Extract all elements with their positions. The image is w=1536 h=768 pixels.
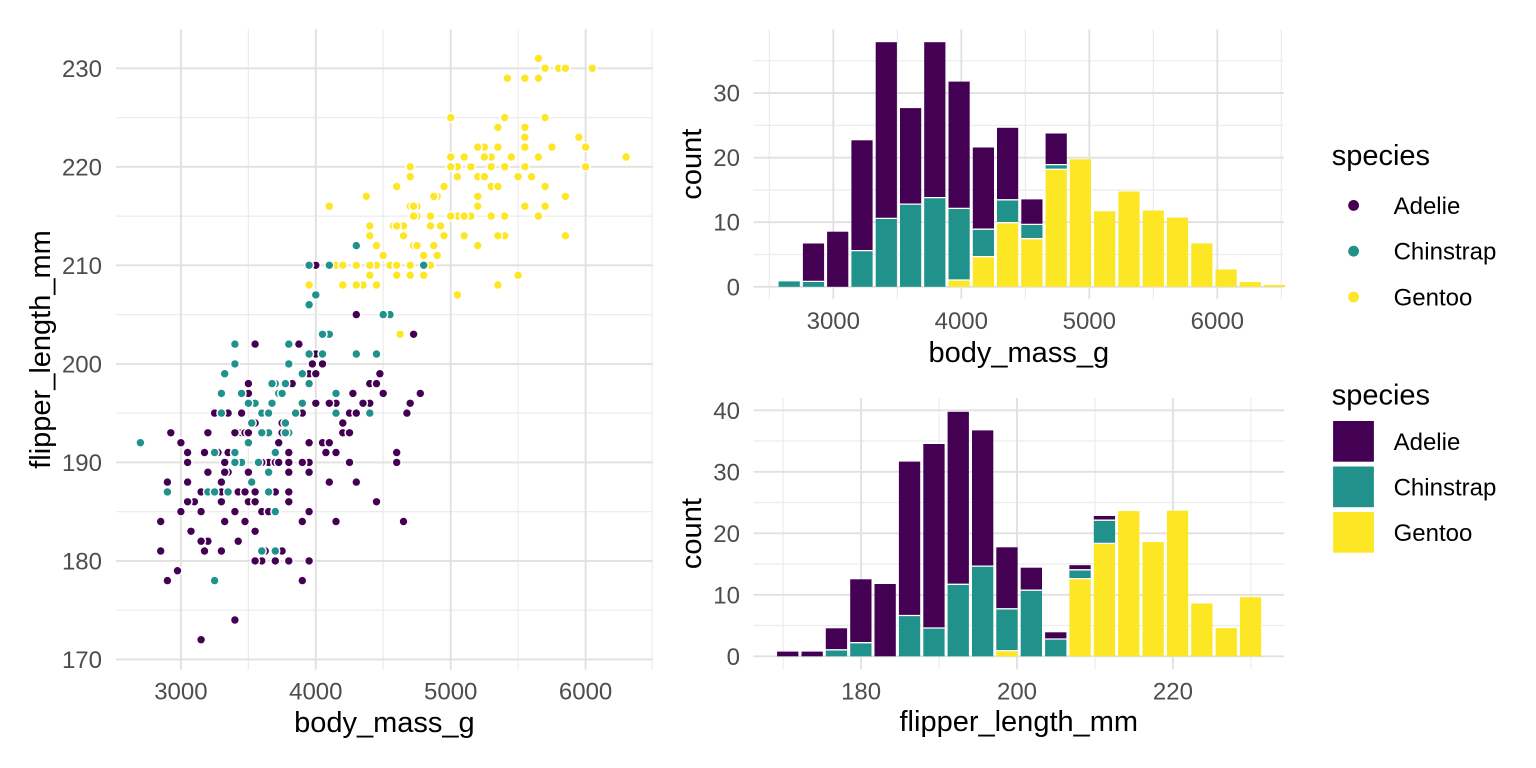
- svg-text:10: 10: [713, 582, 740, 609]
- svg-text:Gentoo: Gentoo: [1394, 285, 1473, 312]
- svg-text:Adelie: Adelie: [1394, 193, 1461, 220]
- svg-text:Chinstrap: Chinstrap: [1394, 239, 1497, 266]
- svg-text:body_mass_g: body_mass_g: [294, 707, 475, 739]
- svg-text:Adelie: Adelie: [1394, 429, 1461, 456]
- svg-text:20: 20: [713, 521, 740, 548]
- svg-text:220: 220: [62, 154, 102, 181]
- svg-text:6000: 6000: [1191, 308, 1244, 335]
- svg-text:180: 180: [841, 679, 881, 706]
- svg-text:Gentoo: Gentoo: [1394, 520, 1473, 547]
- svg-text:6000: 6000: [559, 679, 612, 706]
- svg-text:230: 230: [62, 56, 102, 83]
- svg-text:species: species: [1332, 140, 1430, 172]
- svg-text:4000: 4000: [935, 308, 988, 335]
- svg-text:30: 30: [713, 81, 740, 108]
- svg-text:count: count: [676, 129, 708, 200]
- svg-text:flipper_length_mm: flipper_length_mm: [25, 230, 57, 469]
- svg-text:40: 40: [713, 398, 740, 425]
- svg-text:species: species: [1332, 380, 1430, 412]
- svg-text:flipper_length_mm: flipper_length_mm: [900, 706, 1139, 738]
- svg-text:220: 220: [1153, 679, 1193, 706]
- svg-text:210: 210: [62, 253, 102, 280]
- svg-text:170: 170: [62, 647, 102, 674]
- svg-text:5000: 5000: [424, 679, 477, 706]
- svg-text:190: 190: [62, 450, 102, 477]
- svg-text:30: 30: [713, 459, 740, 486]
- svg-text:0: 0: [727, 644, 740, 671]
- svg-text:Chinstrap: Chinstrap: [1394, 474, 1497, 501]
- svg-text:200: 200: [997, 679, 1037, 706]
- svg-text:10: 10: [713, 210, 740, 237]
- svg-text:200: 200: [62, 351, 102, 378]
- svg-text:body_mass_g: body_mass_g: [929, 337, 1110, 369]
- svg-text:180: 180: [62, 548, 102, 575]
- svg-text:0: 0: [727, 274, 740, 301]
- svg-text:3000: 3000: [807, 308, 860, 335]
- svg-text:3000: 3000: [154, 679, 207, 706]
- svg-text:20: 20: [713, 145, 740, 172]
- svg-text:count: count: [676, 498, 708, 569]
- svg-text:5000: 5000: [1063, 308, 1116, 335]
- svg-text:4000: 4000: [289, 679, 342, 706]
